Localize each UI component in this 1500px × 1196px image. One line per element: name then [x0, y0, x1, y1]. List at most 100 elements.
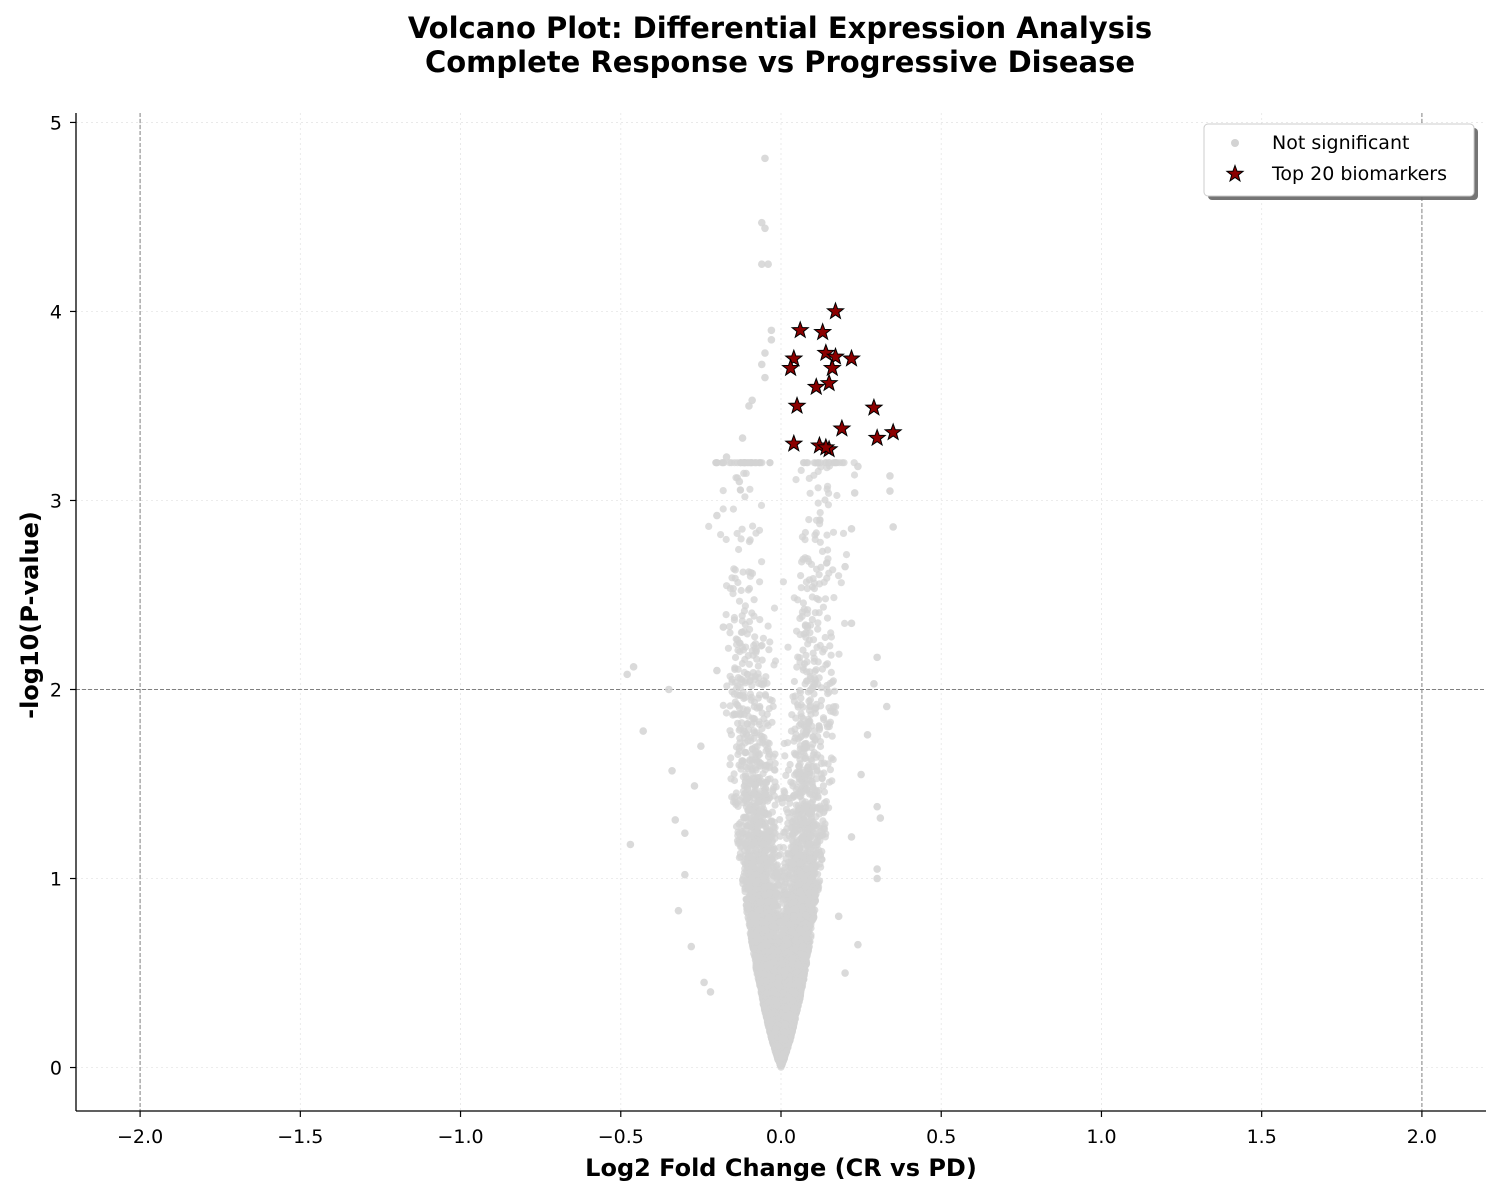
not-significant-point: [791, 692, 799, 700]
not-significant-point: [735, 597, 744, 605]
not-significant-point: [760, 715, 768, 723]
not-significant-point: [821, 595, 830, 603]
not-significant-point: [727, 731, 736, 739]
not-significant-point: [805, 516, 813, 524]
not-significant-point: [779, 844, 788, 852]
not-significant-point: [820, 645, 828, 653]
not-significant-point: [797, 720, 805, 728]
not-significant-point: [825, 804, 833, 812]
not-significant-point: [806, 696, 815, 704]
not-significant-point: [820, 788, 829, 796]
not-significant-point: [826, 766, 835, 774]
not-significant-point: [771, 759, 779, 768]
threshold-lines: [76, 113, 1486, 1111]
not-significant-point: [799, 646, 807, 654]
not-significant-point: [756, 691, 764, 699]
not-significant-point: [722, 611, 730, 619]
not-significant-point: [790, 793, 798, 801]
not-significant-point: [802, 578, 811, 586]
not-significant-point: [746, 485, 754, 493]
not-significant-point: [723, 682, 731, 690]
not-significant-point: [742, 813, 750, 821]
not-significant-point: [812, 813, 820, 821]
not-significant-point: [743, 720, 751, 728]
not-significant-point: [753, 885, 761, 893]
not-significant-point: [777, 794, 785, 802]
not-significant-point: [729, 505, 738, 513]
not-significant-point: [819, 782, 828, 790]
not-significant-point: [766, 696, 774, 704]
not-significant-point: [803, 668, 811, 676]
not-significant-point: [830, 594, 838, 602]
not-significant-point: [762, 673, 770, 681]
not-significant-point: [771, 801, 779, 809]
not-significant-point: [814, 625, 822, 633]
not-significant-point: [736, 486, 744, 494]
not-significant-point: [831, 709, 839, 717]
not-significant-point: [739, 568, 747, 576]
not-significant-point: [841, 619, 849, 628]
not-significant-point: [814, 467, 822, 475]
not-significant-point: [784, 643, 792, 651]
not-significant-point: [808, 593, 816, 601]
not-significant-point: [823, 485, 831, 493]
not-significant-point: [814, 792, 822, 800]
not-significant-point: [761, 691, 770, 699]
not-significant-point: [827, 668, 835, 677]
not-significant-point: [745, 660, 754, 668]
not-significant-point: [758, 558, 766, 566]
not-significant-point: [794, 596, 802, 604]
not-significant-point: [756, 865, 765, 873]
not-significant-point: [833, 491, 841, 500]
not-significant-point: [730, 770, 738, 778]
not-significant-point: [819, 603, 828, 611]
not-significant-point: [790, 677, 799, 686]
not-significant-point: [769, 786, 777, 794]
not-significant-point: [814, 619, 822, 627]
not-significant-point: [813, 643, 821, 652]
not-significant-point: [722, 709, 731, 717]
not-significant-point: [811, 535, 819, 544]
not-significant-point: [809, 636, 818, 644]
not-significant-point: [812, 529, 820, 537]
not-significant-point: [815, 571, 823, 579]
not-significant-point: [813, 766, 821, 774]
not-significant-point: [740, 607, 749, 615]
not-significant-point: [737, 535, 745, 543]
not-significant-point: [743, 670, 752, 678]
not-significant-point: [747, 696, 755, 704]
not-significant-point: [764, 722, 772, 730]
not-significant-point: [796, 686, 804, 695]
not-significant-point: [757, 501, 766, 509]
not-significant-point: [820, 578, 828, 586]
not-significant-point: [738, 617, 746, 625]
not-significant-point: [827, 629, 835, 637]
not-significant-point: [805, 474, 813, 482]
not-significant-point: [808, 616, 816, 624]
not-significant-point: [797, 584, 805, 592]
not-significant-point: [784, 850, 792, 858]
not-significant-point: [831, 687, 839, 695]
not-significant-point: [745, 618, 754, 626]
not-significant-point: [810, 654, 818, 662]
not-significant-point: [765, 889, 774, 897]
not-significant-point: [782, 771, 790, 780]
not-significant-point: [734, 802, 742, 811]
not-significant-point: [839, 529, 848, 538]
not-significant-point: [780, 787, 788, 795]
not-significant-point: [737, 586, 745, 595]
not-significant-point: [835, 572, 843, 580]
not-significant-point: [812, 666, 820, 674]
not-significant-point: [799, 599, 808, 607]
not-significant-point: [770, 883, 778, 891]
not-significant-point: [835, 650, 843, 658]
not-significant-point: [814, 459, 822, 467]
not-significant-points: [623, 154, 897, 1071]
not-significant-point: [728, 678, 736, 686]
not-significant-point: [786, 760, 794, 769]
not-significant-point: [759, 634, 768, 642]
chart-title-line-2: Complete Response vs Progressive Disease: [425, 45, 1135, 79]
not-significant-point: [764, 622, 772, 630]
not-significant-point: [734, 691, 742, 699]
not-significant-point: [790, 697, 799, 705]
